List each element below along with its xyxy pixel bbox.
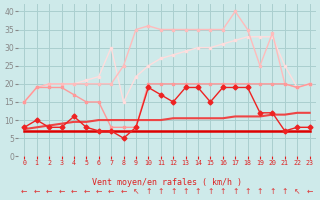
Text: ↑: ↑: [170, 187, 176, 196]
Text: ←: ←: [120, 187, 127, 196]
Text: ←: ←: [307, 187, 313, 196]
Text: ↖: ↖: [294, 187, 300, 196]
Text: ↑: ↑: [220, 187, 226, 196]
Text: ↑: ↑: [182, 187, 189, 196]
Text: ↑: ↑: [207, 187, 213, 196]
Text: ↑: ↑: [232, 187, 238, 196]
Text: ↖: ↖: [133, 187, 139, 196]
Text: ←: ←: [83, 187, 90, 196]
Text: ↑: ↑: [282, 187, 288, 196]
Text: ←: ←: [46, 187, 52, 196]
Text: ←: ←: [21, 187, 28, 196]
Text: ←: ←: [71, 187, 77, 196]
Text: ↑: ↑: [244, 187, 251, 196]
Text: ↑: ↑: [257, 187, 263, 196]
Text: ↑: ↑: [145, 187, 152, 196]
Text: ←: ←: [34, 187, 40, 196]
Text: ←: ←: [108, 187, 114, 196]
Text: ↑: ↑: [195, 187, 201, 196]
Text: ←: ←: [96, 187, 102, 196]
Text: ←: ←: [58, 187, 65, 196]
Text: ↑: ↑: [269, 187, 276, 196]
Text: ↑: ↑: [157, 187, 164, 196]
X-axis label: Vent moyen/en rafales ( km/h ): Vent moyen/en rafales ( km/h ): [92, 178, 242, 187]
